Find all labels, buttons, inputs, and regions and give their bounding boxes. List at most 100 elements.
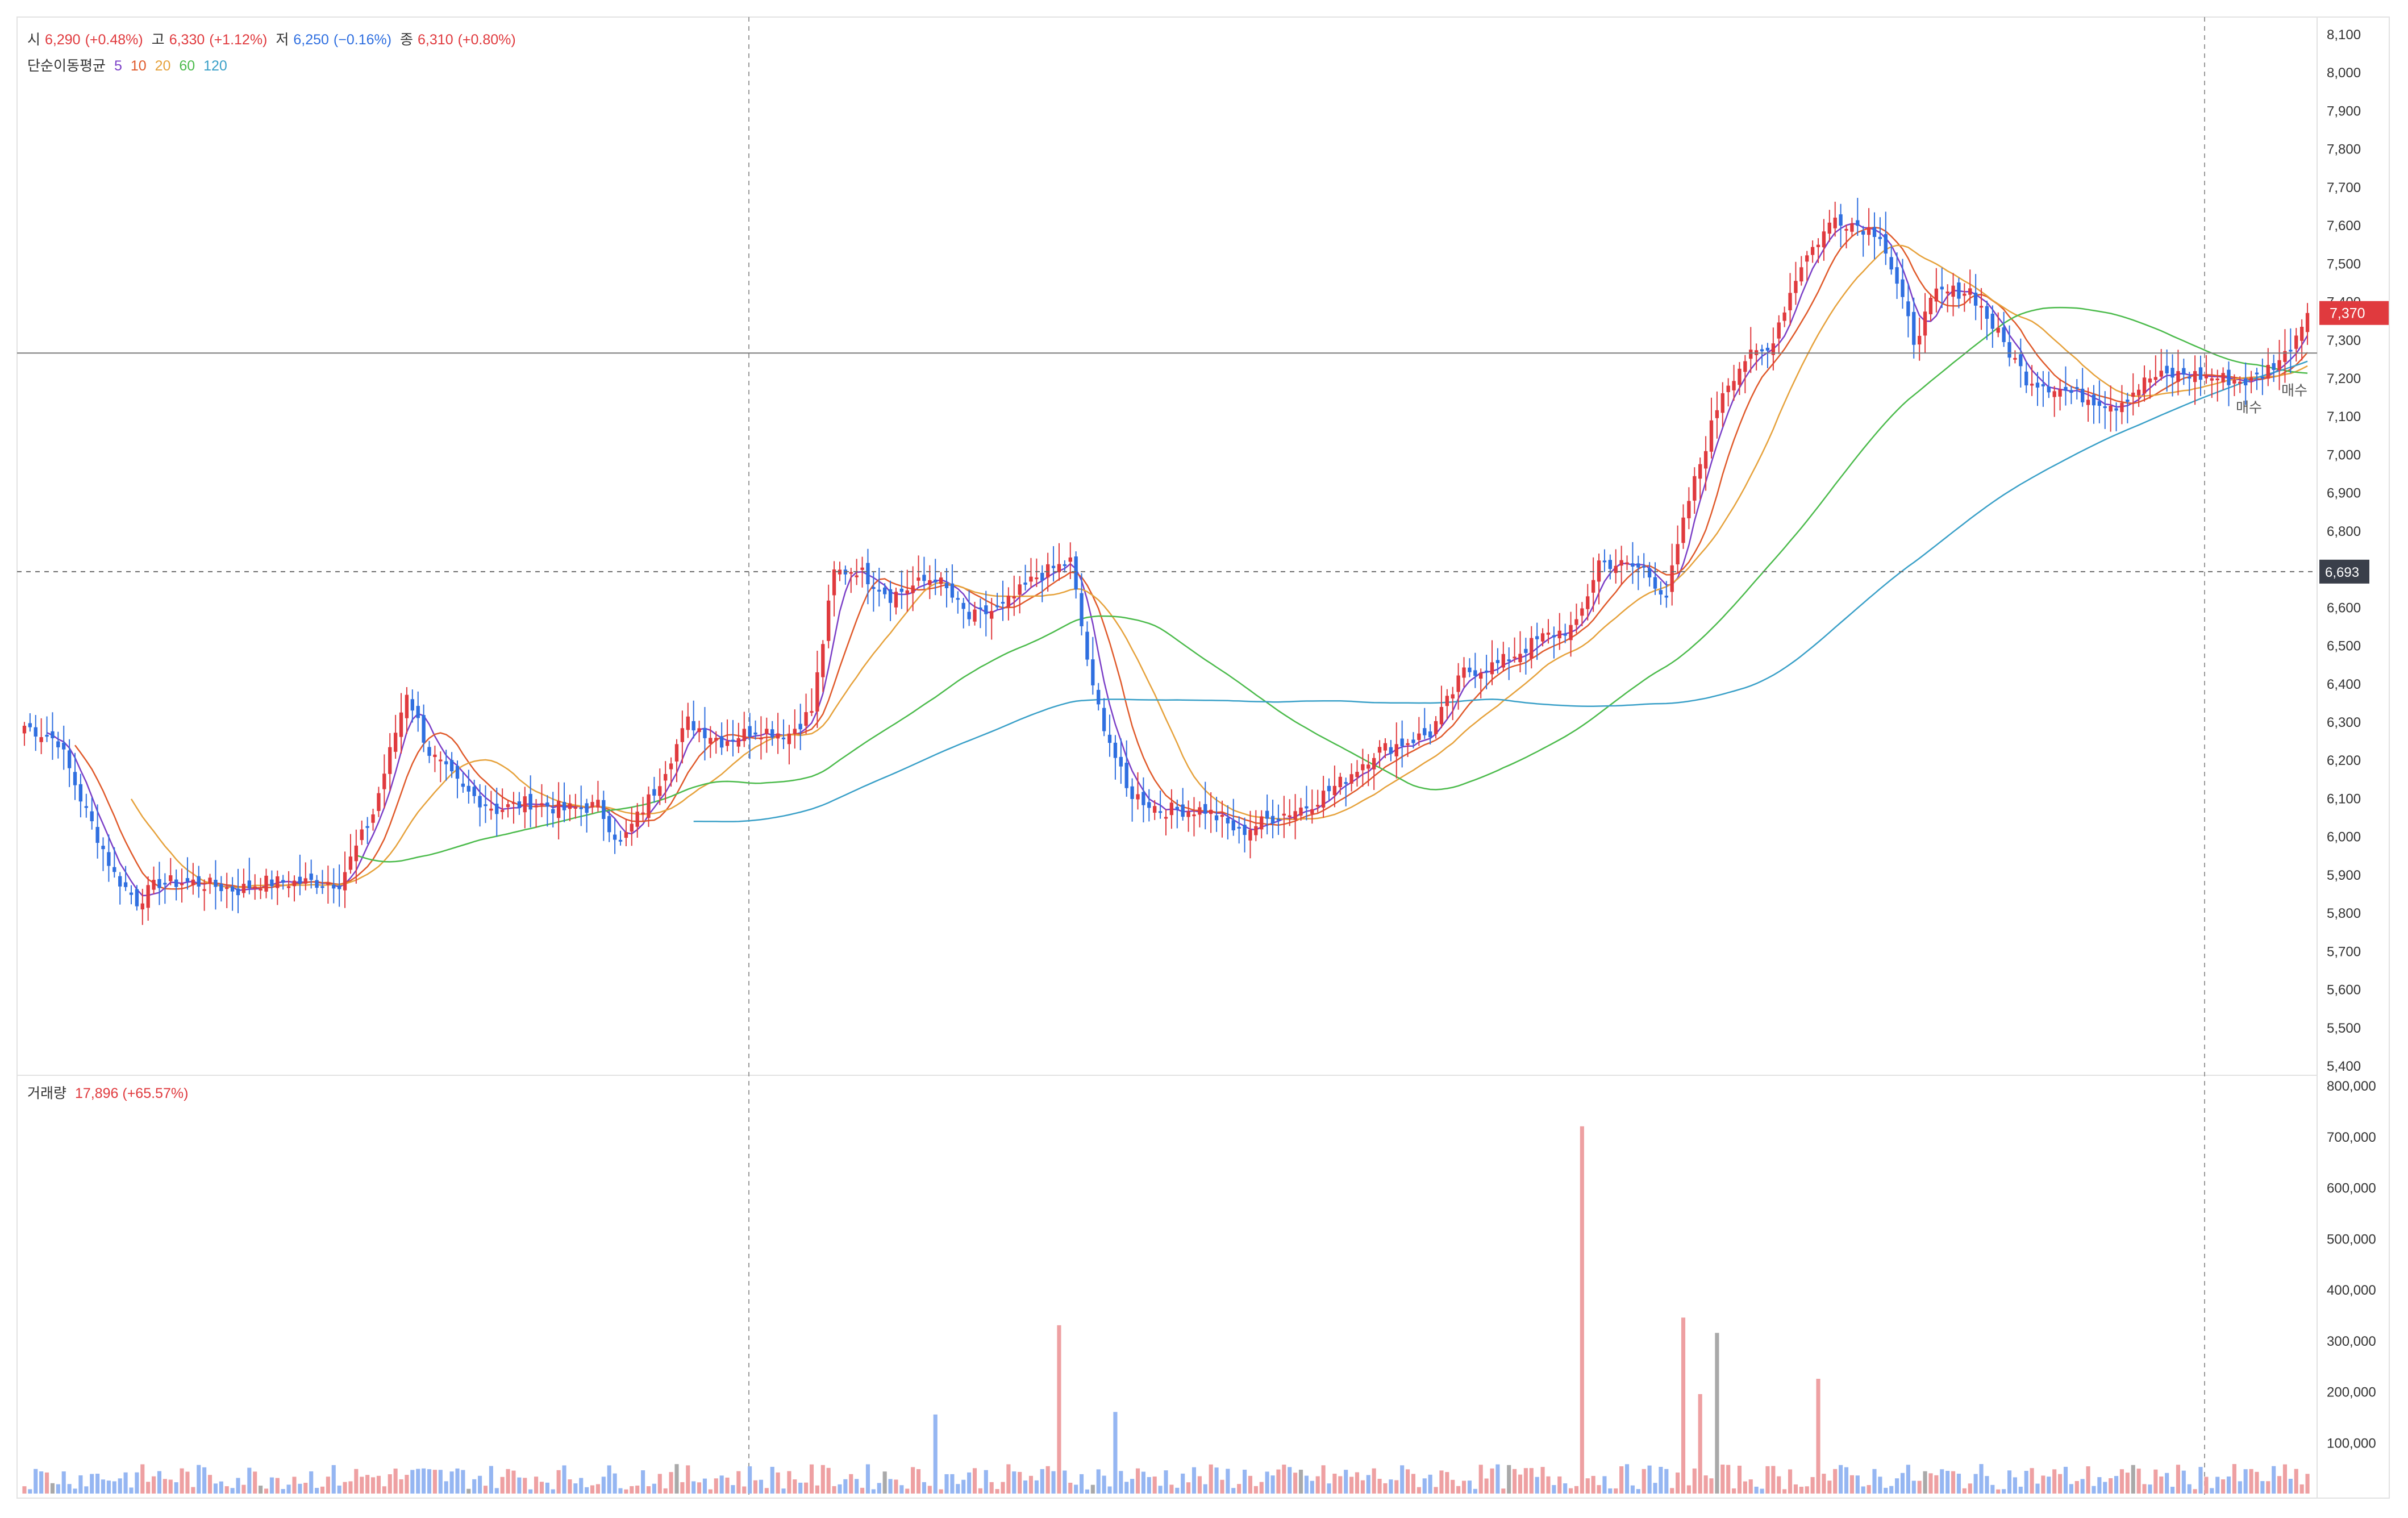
candle: [2165, 349, 2169, 392]
volume-bar: [309, 1471, 314, 1494]
volume-bar: [1844, 1467, 1849, 1494]
volume-bar: [1996, 1489, 2001, 1494]
candle: [1018, 576, 1022, 614]
volume-bar: [422, 1468, 426, 1494]
candle: [950, 564, 955, 603]
volume-bar: [1293, 1473, 1298, 1494]
candle: [703, 706, 707, 761]
ma-period-5: 5: [114, 58, 122, 74]
candle-body: [1923, 311, 1927, 336]
candle: [1990, 305, 1994, 348]
candle-body: [506, 804, 510, 808]
volume-bar: [405, 1475, 409, 1494]
volume-bar: [1394, 1480, 1399, 1494]
candle: [1676, 525, 1680, 574]
volume-bar: [416, 1469, 420, 1494]
candle: [1321, 776, 1326, 818]
volume-bar: [1490, 1468, 1494, 1494]
candle-body: [2289, 350, 2293, 352]
candle: [1119, 738, 1123, 784]
close-value: 6,310: [418, 32, 453, 48]
candle: [1703, 436, 1708, 491]
candle-body: [894, 592, 898, 608]
volume-bar: [2238, 1481, 2242, 1494]
candle-body: [798, 723, 802, 730]
candle: [2013, 350, 2017, 364]
candle: [1951, 273, 1955, 317]
price-tick-label: 7,500: [2327, 256, 2361, 272]
price-tick-label: 8,100: [2327, 27, 2361, 43]
candle: [585, 798, 589, 833]
volume-bar: [39, 1471, 44, 1494]
volume-bar: [2187, 1484, 2192, 1494]
volume-bar: [180, 1468, 184, 1494]
candle: [787, 725, 791, 765]
volume-bar: [2170, 1487, 2175, 1494]
candle-body: [1833, 217, 1837, 228]
candle: [264, 868, 268, 899]
candle: [1681, 504, 1685, 549]
volume-bar: [1298, 1470, 1303, 1494]
volume-bar: [1985, 1476, 1989, 1494]
candle-body: [1260, 816, 1264, 830]
volume-bar: [2255, 1471, 2259, 1494]
candle: [1305, 785, 1309, 821]
volume-bar: [2232, 1464, 2236, 1494]
last-price-tag-text: 7,370: [2330, 306, 2365, 322]
volume-bar: [1439, 1470, 1444, 1494]
candle: [2215, 369, 2219, 402]
candle-body: [489, 808, 493, 811]
candle-body: [1147, 802, 1151, 808]
volume-bar: [348, 1481, 353, 1494]
volume-bar: [787, 1471, 791, 1494]
price-tick-label: 6,800: [2327, 524, 2361, 539]
candle: [630, 806, 634, 846]
volume-bar: [1748, 1479, 1753, 1494]
volume-bar: [669, 1472, 673, 1494]
candle: [1934, 268, 1939, 313]
candle: [1085, 621, 1089, 667]
volume-bar: [1569, 1488, 1573, 1494]
volume-bar: [1332, 1473, 1337, 1494]
volume-bar: [1102, 1475, 1106, 1494]
candle: [298, 854, 302, 896]
volume-bar: [663, 1488, 668, 1494]
candle: [489, 791, 493, 820]
volume-bar: [2193, 1489, 2197, 1494]
volume-bar: [1889, 1486, 1894, 1494]
candle-body: [1693, 476, 1697, 501]
candle-body: [860, 567, 864, 570]
volume-bar: [61, 1471, 66, 1494]
candle: [1063, 560, 1067, 573]
candle: [1631, 542, 1635, 584]
price-tick-label: 7,200: [2327, 371, 2361, 386]
candle-body: [2142, 377, 2147, 394]
volume-bar: [140, 1464, 145, 1494]
candle: [534, 798, 538, 828]
candle: [1810, 240, 1815, 263]
candle: [1861, 226, 1865, 257]
volume-bar: [905, 1488, 910, 1494]
volume-bar: [1956, 1474, 1961, 1494]
candle-body: [259, 888, 263, 891]
candle: [810, 688, 814, 717]
candle-body: [1856, 220, 1860, 226]
volume-bar: [1990, 1484, 1995, 1494]
candle-body: [1945, 291, 1949, 294]
candle: [56, 731, 60, 759]
candle-body: [928, 580, 932, 585]
candle-body: [365, 826, 369, 828]
volume-bar: [337, 1485, 341, 1494]
volume-bar: [1068, 1482, 1073, 1494]
candle-body: [742, 729, 746, 741]
candle: [1850, 218, 1854, 237]
volume-bar: [224, 1486, 229, 1494]
candle-body: [2283, 351, 2287, 362]
volume-bar: [1242, 1469, 1247, 1494]
candle: [1006, 587, 1011, 621]
volume-bar: [2221, 1479, 2226, 1494]
volume-bar: [1726, 1465, 1731, 1494]
volume-bar: [568, 1479, 572, 1494]
candle-body: [2238, 381, 2242, 384]
